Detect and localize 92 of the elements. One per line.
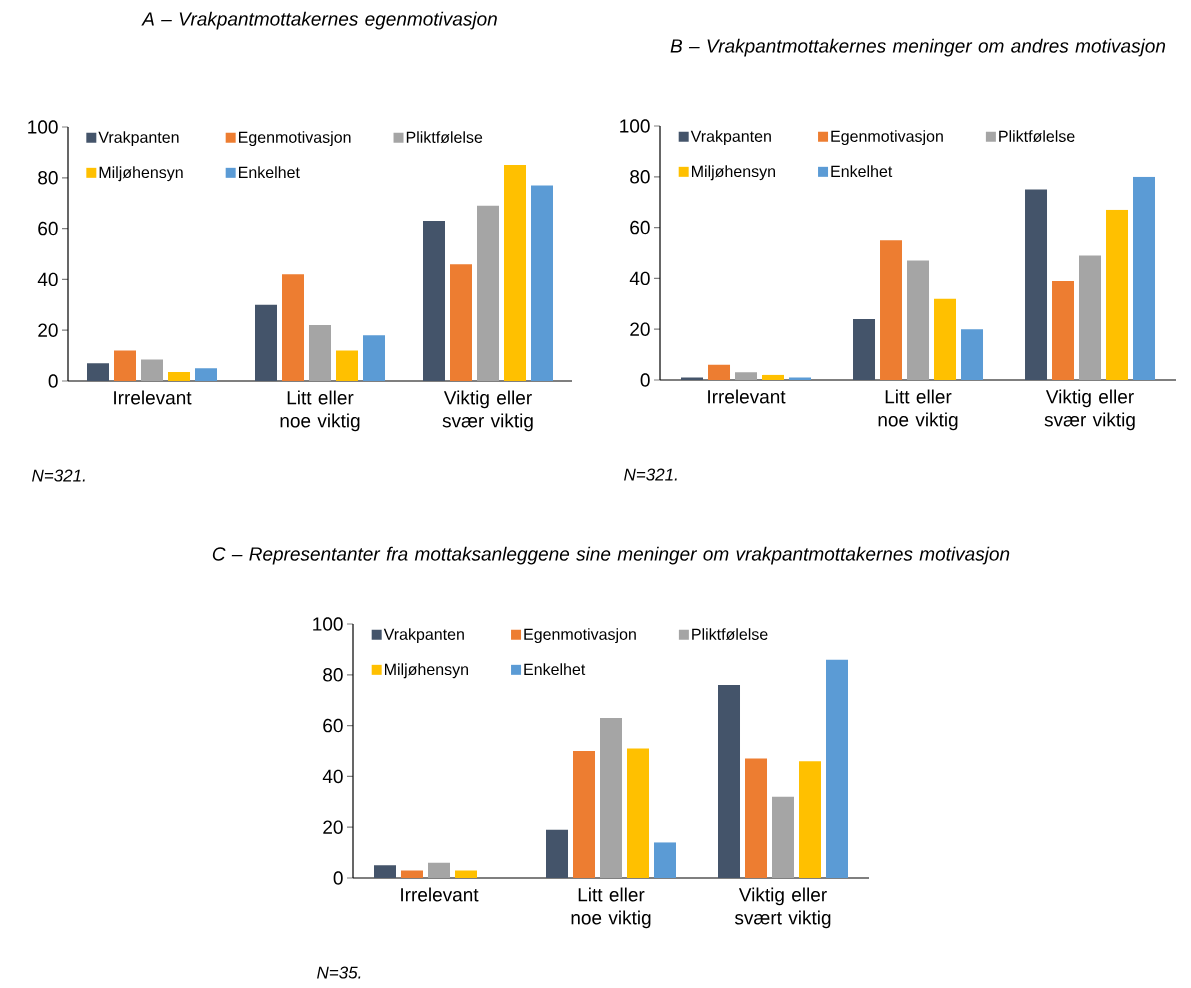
legend-label: Miljøhensyn	[692, 165, 775, 181]
y-tick-label: 0	[640, 373, 650, 387]
bar	[1025, 189, 1048, 380]
text: N=321.	[32, 469, 85, 482]
bar	[282, 274, 304, 381]
legend-label: Vrakpanten	[690, 130, 771, 146]
bar	[504, 165, 526, 381]
bar	[195, 368, 217, 381]
bar	[880, 240, 903, 380]
bar	[735, 372, 758, 380]
bar	[477, 205, 500, 381]
bar	[168, 372, 190, 381]
y-tick-label: 40	[322, 769, 343, 784]
chart-title: B – Vrakpantmottakernes meninger om andres motivasjon	[670, 38, 1166, 57]
y-tick-label: 100	[28, 120, 58, 134]
bar	[1133, 176, 1156, 380]
bar	[789, 377, 812, 380]
bar	[546, 829, 569, 878]
legend-label: Enkelhet	[239, 166, 300, 179]
bar	[826, 659, 849, 878]
bar	[255, 304, 277, 381]
y-tick-label: 20	[323, 820, 343, 834]
bar	[573, 751, 595, 878]
bar	[450, 264, 472, 381]
bar	[762, 374, 785, 380]
y-tick-label: 20	[38, 323, 58, 337]
bar	[423, 220, 445, 381]
bar	[654, 842, 677, 878]
y-tick-label: 0	[48, 374, 58, 388]
bar	[745, 758, 768, 878]
y-tick-label: 80	[630, 170, 650, 184]
legend-label: Pliktfølelse	[692, 628, 768, 641]
bar	[1052, 280, 1075, 380]
x-tick-label: Irrelevant	[708, 389, 786, 404]
y-tick-label: 60	[38, 221, 58, 236]
bar	[363, 335, 386, 381]
x-tick-label: Litt eller noe viktig	[878, 389, 958, 431]
bar	[961, 329, 984, 380]
x-tick-label: Viktig eller svært viktig	[734, 887, 831, 929]
legend-label: Miljøhensyn	[99, 166, 183, 182]
bar	[853, 319, 876, 380]
chart-title: C – Representanter fra mottaksanleggene sine meninger om vrakpantmottakernes motivasjon	[212, 546, 1010, 565]
y-tick-label: 60	[630, 220, 650, 235]
y-tick-label: 80	[38, 171, 58, 185]
legend-label: Egenmotivasjon	[524, 628, 636, 644]
legend-label: Egenmotivasjon	[831, 130, 943, 146]
x-tick-label: Irrelevant	[114, 390, 192, 405]
y-tick-label: 40	[629, 271, 650, 286]
x-tick-label: Viktig eller svær viktig	[442, 390, 533, 432]
bar	[531, 185, 553, 381]
bar	[907, 260, 930, 380]
y-tick-label: 100	[620, 119, 650, 133]
bar	[428, 862, 450, 878]
chart-title: A – Vrakpantmottakernes egenmotivasjon	[141, 11, 497, 30]
bar	[141, 359, 163, 381]
legend-label: Egenmotivasjon	[239, 131, 351, 147]
x-tick-label: Litt eller noe viktig	[571, 887, 651, 929]
y-tick-label: 80	[323, 668, 343, 682]
bar	[336, 350, 358, 381]
bar	[600, 717, 622, 878]
legend-label: Pliktfølelse	[406, 131, 483, 144]
legend-label: Vrakpanten	[383, 628, 464, 644]
bar	[374, 865, 396, 878]
y-tick-label: 40	[37, 272, 58, 287]
bar	[708, 364, 731, 380]
bar	[1079, 255, 1102, 380]
bar	[799, 761, 822, 878]
legend-label: Enkelhet	[524, 663, 586, 676]
bar	[455, 870, 477, 878]
bar	[627, 748, 650, 878]
bar	[718, 684, 741, 878]
y-tick-label: 100	[313, 617, 343, 631]
bar	[681, 377, 704, 380]
bar	[87, 363, 109, 381]
bar	[114, 350, 136, 381]
x-tick-label: Irrelevant	[401, 887, 479, 902]
y-tick-label: 60	[323, 718, 343, 733]
text: N=35.	[317, 966, 361, 979]
bar	[934, 298, 957, 380]
legend-label: Pliktfølelse	[999, 130, 1075, 143]
legend-label: Vrakpanten	[98, 131, 179, 147]
legend-label: Miljøhensyn	[385, 663, 468, 679]
bar	[309, 325, 331, 381]
bar	[401, 870, 423, 878]
y-tick-label: 0	[333, 871, 343, 885]
y-tick-label: 20	[630, 322, 650, 336]
bar	[772, 796, 795, 878]
x-tick-label: Litt eller noe viktig	[280, 390, 360, 432]
text: N=321.	[624, 468, 677, 481]
bar	[1106, 209, 1129, 380]
legend-label: Enkelhet	[831, 165, 893, 178]
x-tick-label: Viktig eller svær viktig	[1044, 389, 1135, 431]
